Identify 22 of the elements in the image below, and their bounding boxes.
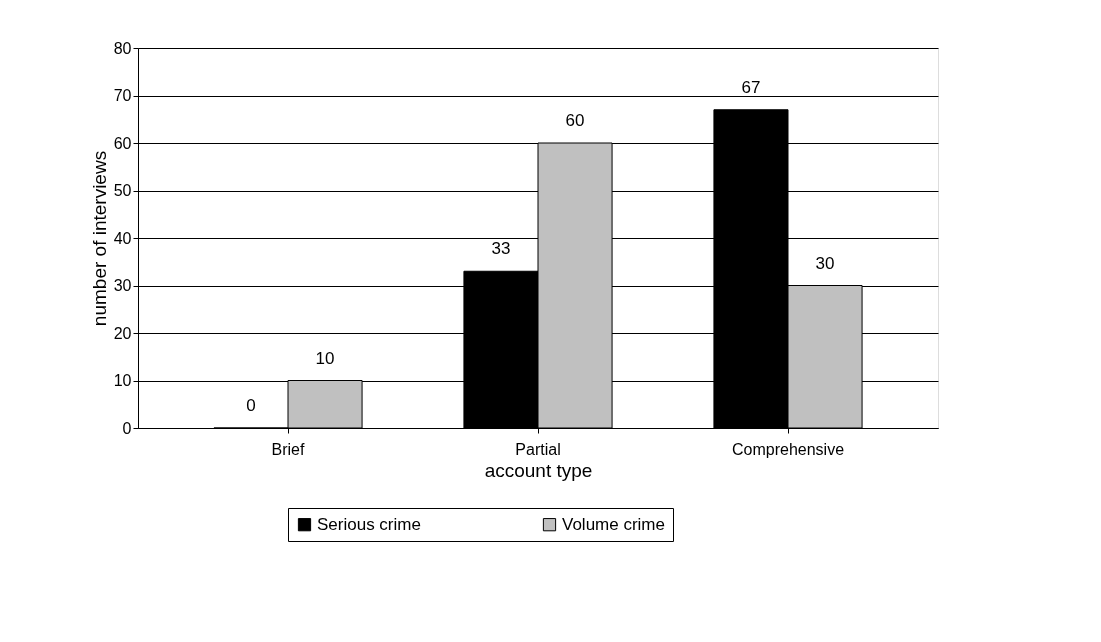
legend-label: Serious crime [317,514,421,534]
y-tick-label: 60 [113,134,132,152]
legend-label: Volume crime [562,514,665,534]
y-tick-label: 40 [113,229,132,247]
x-tick-label: Brief [271,440,305,458]
data-label: 10 [315,348,335,368]
y-tick-label: 30 [113,277,132,294]
data-label: 67 [741,77,761,97]
data-label: 0 [246,396,256,415]
y-tick-label: 0 [122,419,132,437]
y-tick-label: 10 [113,372,132,389]
y-tick-label: 70 [113,87,132,104]
y-tick-label: 20 [113,324,132,342]
x-tick-label: Comprehensive [731,440,845,458]
x-tick-label: Partial [515,440,561,458]
data-label: 33 [491,239,511,259]
data-label: 60 [565,111,585,130]
data-label: 30 [815,253,835,273]
y-tick-label: 50 [113,182,132,199]
x-axis-title: account type [484,459,593,481]
y-axis-title: number of interviews [88,150,110,327]
y-tick-label: 80 [113,39,132,57]
